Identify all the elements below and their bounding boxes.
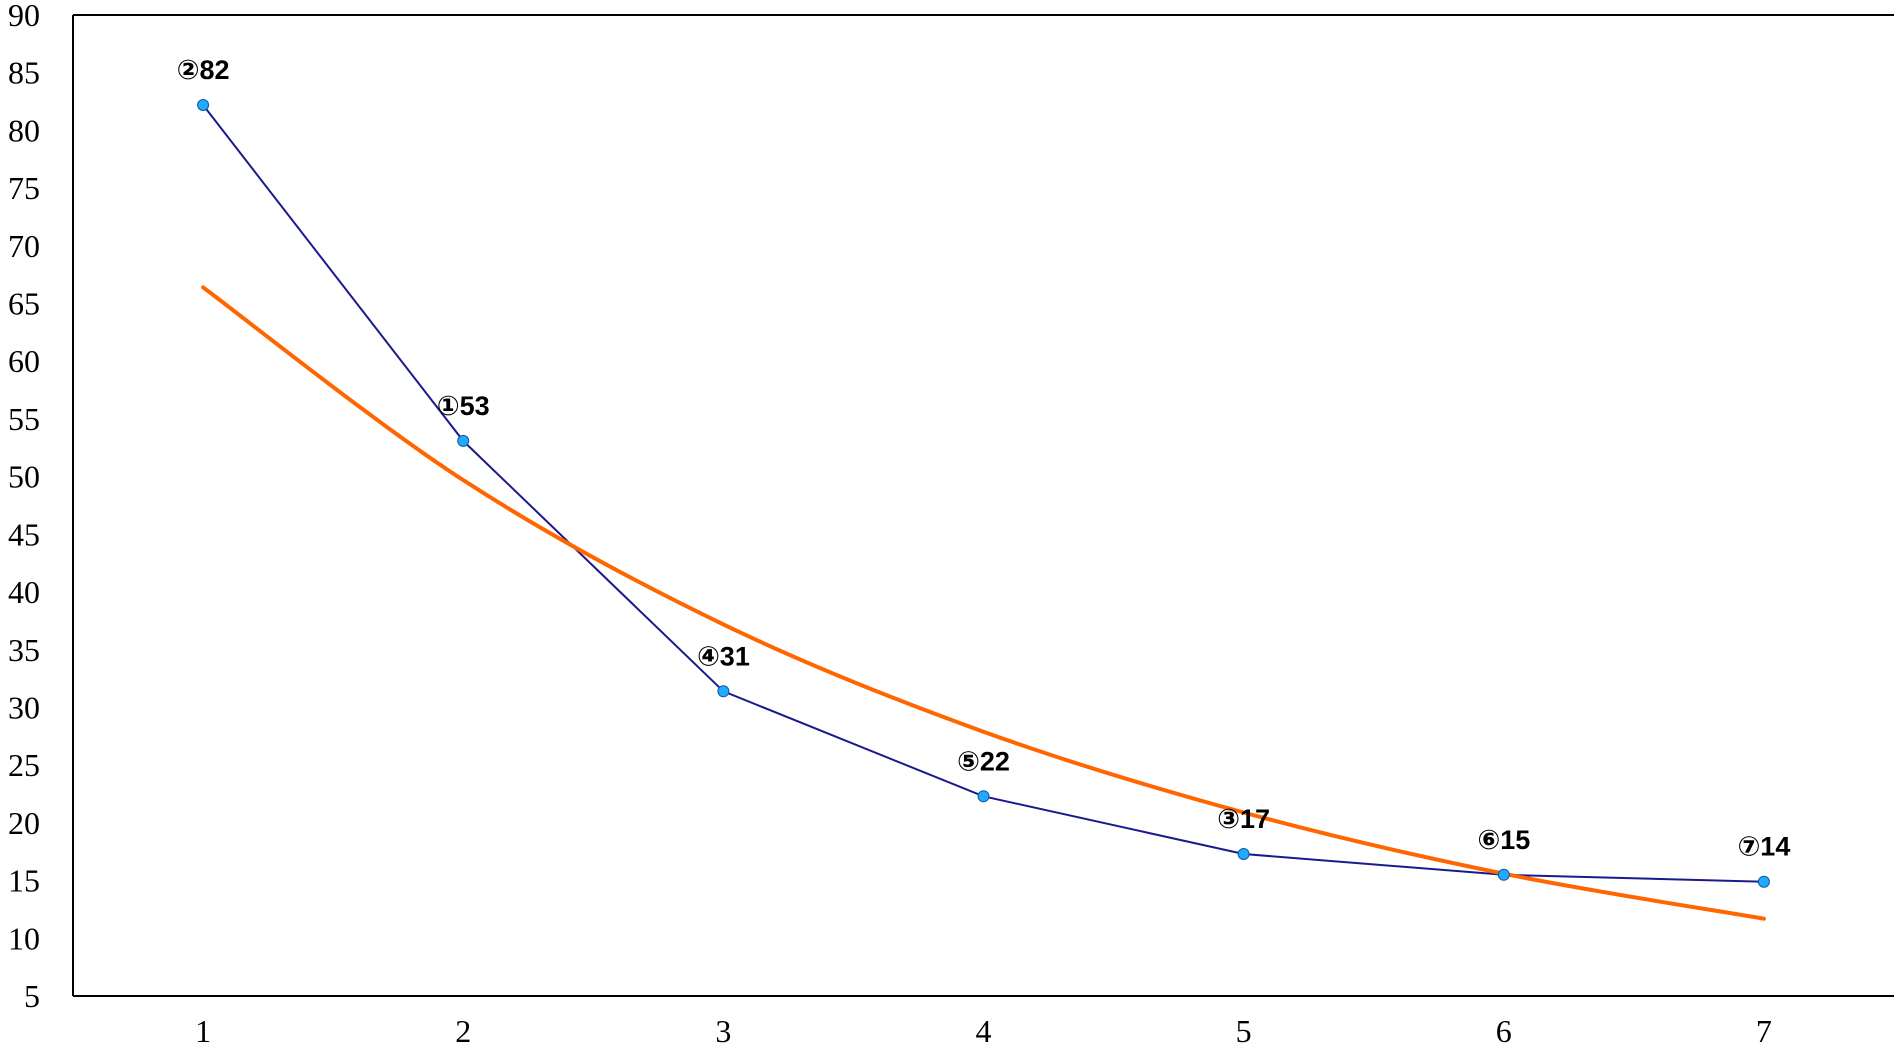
y-tick-label: 55	[8, 401, 40, 437]
y-tick-label: 85	[8, 55, 40, 91]
data-label: ④31	[697, 641, 750, 671]
y-tick-label: 40	[8, 574, 40, 610]
data-point	[197, 99, 210, 111]
data-point	[1757, 875, 1770, 888]
x-axis-ticks: 1 2 3 4 5 6 7	[195, 1013, 1772, 1049]
data-point	[717, 685, 730, 698]
x-tick-label: 6	[1496, 1013, 1512, 1049]
x-tick-label: 5	[1236, 1013, 1252, 1049]
y-tick-label: 70	[8, 228, 40, 264]
y-tick-label: 65	[8, 286, 40, 322]
x-tick-label: 1	[195, 1013, 211, 1049]
data-label: ③17	[1217, 804, 1270, 834]
y-tick-label: 25	[8, 747, 40, 783]
x-tick-label: 3	[715, 1013, 731, 1049]
y-tick-label: 35	[8, 632, 40, 668]
y-tick-label: 45	[8, 516, 40, 552]
x-tick-label: 4	[976, 1013, 992, 1049]
data-point	[457, 434, 470, 447]
y-tick-label: 90	[8, 0, 40, 33]
y-tick-label: 20	[8, 805, 40, 841]
y-tick-label: 5	[24, 978, 40, 1014]
y-tick-label: 80	[8, 112, 40, 148]
x-tick-label: 2	[455, 1013, 471, 1049]
data-label: ⑥15	[1477, 825, 1530, 855]
data-label: ⑤22	[957, 746, 1010, 776]
data-point	[977, 790, 990, 803]
data-point	[1497, 868, 1510, 881]
plot-area	[73, 15, 1894, 996]
data-label: ⑦14	[1737, 832, 1790, 862]
data-point	[1237, 848, 1250, 860]
y-tick-label: 75	[8, 170, 40, 206]
y-tick-label: 60	[8, 343, 40, 379]
y-tick-label: 10	[8, 920, 40, 956]
y-tick-label: 50	[8, 459, 40, 495]
y-tick-label: 15	[8, 863, 40, 899]
data-label: ②82	[177, 55, 230, 85]
data-label: ①53	[437, 391, 490, 421]
y-tick-label: 30	[8, 689, 40, 725]
x-tick-label: 7	[1756, 1013, 1772, 1049]
series-layer	[197, 99, 1770, 921]
data-labels: ②82 ①53 ④31 ⑤22 ③17 ⑥15 ⑦14	[177, 55, 1791, 862]
y-axis-ticks: 5 10 15 20 25 30 35 40 45 50 55 60 65 70 75 80 85 90	[8, 0, 40, 1014]
